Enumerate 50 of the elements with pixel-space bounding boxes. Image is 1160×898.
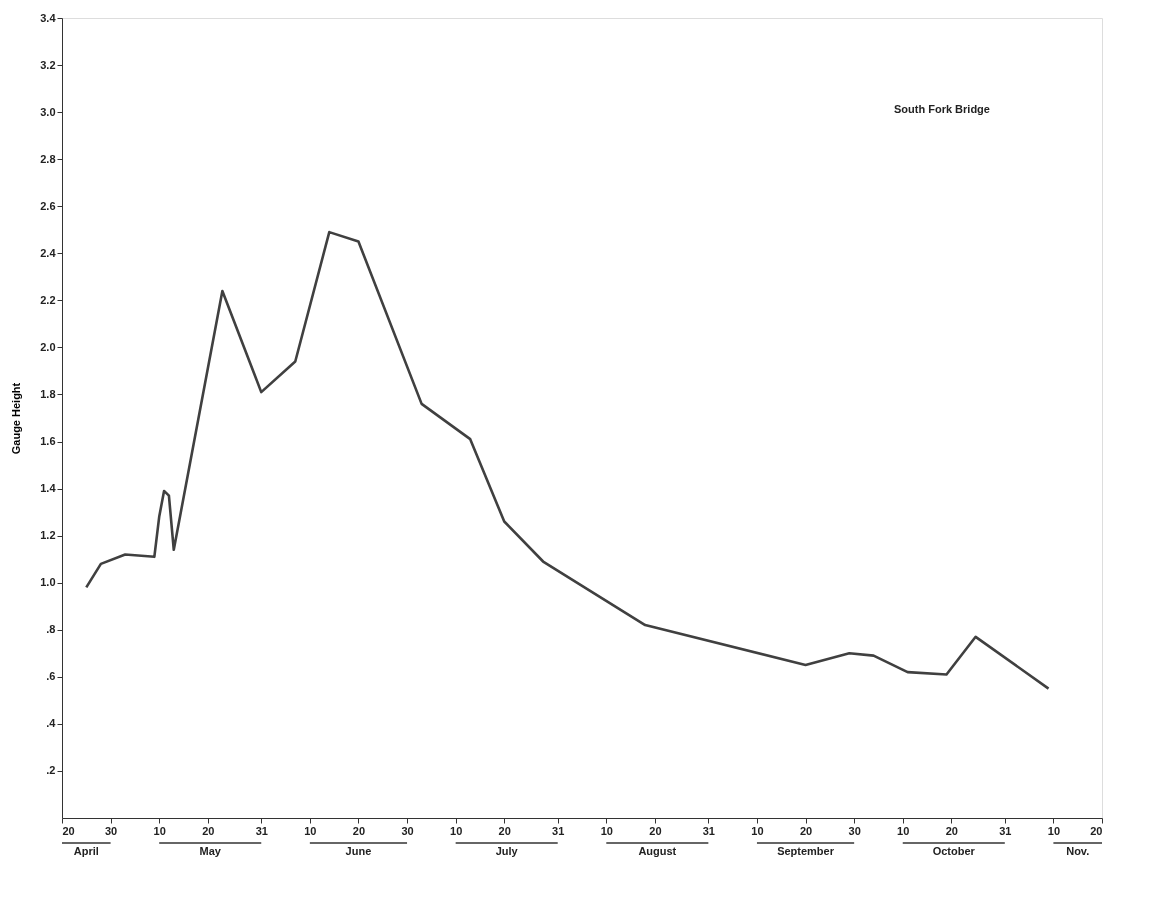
y-tick-label: 2.6 xyxy=(40,199,56,212)
x-tick-label: 20 xyxy=(1090,824,1103,837)
x-tick-label: 20 xyxy=(202,824,215,837)
y-tick-label: 3.4 xyxy=(40,11,57,24)
y-axis-title: Gauge Height xyxy=(10,382,23,455)
text: April xyxy=(73,845,99,857)
x-tick-label: 10 xyxy=(897,824,910,837)
x-tick-label: 10 xyxy=(600,824,613,837)
text: October xyxy=(932,845,976,857)
line-series xyxy=(85,230,1050,690)
y-tick-label: .8 xyxy=(46,623,56,636)
y-tick-label: .2 xyxy=(46,764,56,777)
x-tick-label: 20 xyxy=(62,824,75,837)
x-tick-label: 20 xyxy=(498,824,511,837)
y-tick-label: 2.2 xyxy=(40,293,56,306)
text: September xyxy=(777,845,835,857)
y-tick-label: 2.4 xyxy=(40,246,57,259)
text: July xyxy=(495,845,519,857)
text: August xyxy=(638,845,677,857)
x-tick-label: 31 xyxy=(999,824,1012,837)
x-tick-label: 10 xyxy=(1047,824,1061,837)
x-tick-label: 20 xyxy=(799,824,813,837)
y-tick-label: 2.0 xyxy=(40,340,56,353)
x-tick-label: 30 xyxy=(848,824,861,837)
text: June xyxy=(345,845,372,857)
y-tick-label: 3.0 xyxy=(40,105,56,118)
y-tick-label: 1.4 xyxy=(40,482,57,495)
x-tick-label: 30 xyxy=(401,824,414,837)
y-tick-label: 1.0 xyxy=(40,576,56,589)
x-tick-label: 31 xyxy=(552,824,565,837)
y-tick-label: 3.2 xyxy=(40,58,56,71)
x-tick-label: 10 xyxy=(450,824,463,837)
y-tick-label: .6 xyxy=(46,670,56,683)
text: South Fork Bridge xyxy=(894,103,990,115)
x-tick-label: 10 xyxy=(751,824,764,837)
y-tick-label: 1.6 xyxy=(40,435,56,448)
x-tick-label: 10 xyxy=(304,824,317,837)
x-tick-label: 10 xyxy=(153,824,166,837)
y-tick-label: 1.2 xyxy=(40,529,56,542)
x-tick-label: 31 xyxy=(702,824,715,837)
y-tick-label: 1.8 xyxy=(40,387,56,400)
x-tick-label: 20 xyxy=(352,824,366,837)
text: May xyxy=(199,845,222,857)
y-tick-label: 2.8 xyxy=(40,152,56,165)
x-tick-label: 20 xyxy=(649,824,662,837)
x-tick-label: 20 xyxy=(945,824,958,837)
x-tick-label: 30 xyxy=(104,824,118,837)
y-tick-label: .4 xyxy=(46,717,57,730)
x-tick-label: 31 xyxy=(255,824,268,837)
text: Nov. xyxy=(1066,845,1090,857)
